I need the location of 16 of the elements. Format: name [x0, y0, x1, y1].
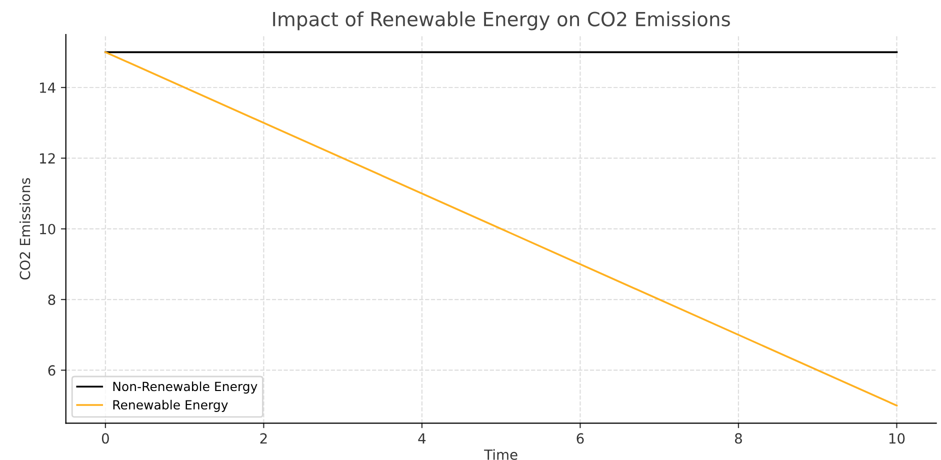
y-tick-label: 6	[48, 365, 56, 376]
x-axis-title: Time	[484, 449, 518, 460]
y-tick-label: 12	[40, 153, 55, 164]
chart-title: Impact of Renewable Energy on CO2 Emissions	[273, 11, 730, 30]
x-tick-label: 4	[418, 433, 426, 444]
y-tick-label: 14	[40, 82, 56, 93]
y-axis-title: CO2 Emissions	[19, 178, 30, 280]
legend-label: Renewable Energy	[113, 400, 228, 412]
y-tick-label: 10	[40, 224, 56, 234]
legend-label: Non-Renewable Energy	[113, 382, 258, 394]
x-tick-label: 0	[102, 433, 109, 444]
x-tick-label: 6	[576, 433, 584, 444]
y-tick-label: 8	[48, 294, 56, 305]
x-tick-label: 2	[260, 433, 267, 444]
x-tick-label: 8	[734, 433, 742, 444]
x-tick-label: 10	[889, 433, 905, 444]
